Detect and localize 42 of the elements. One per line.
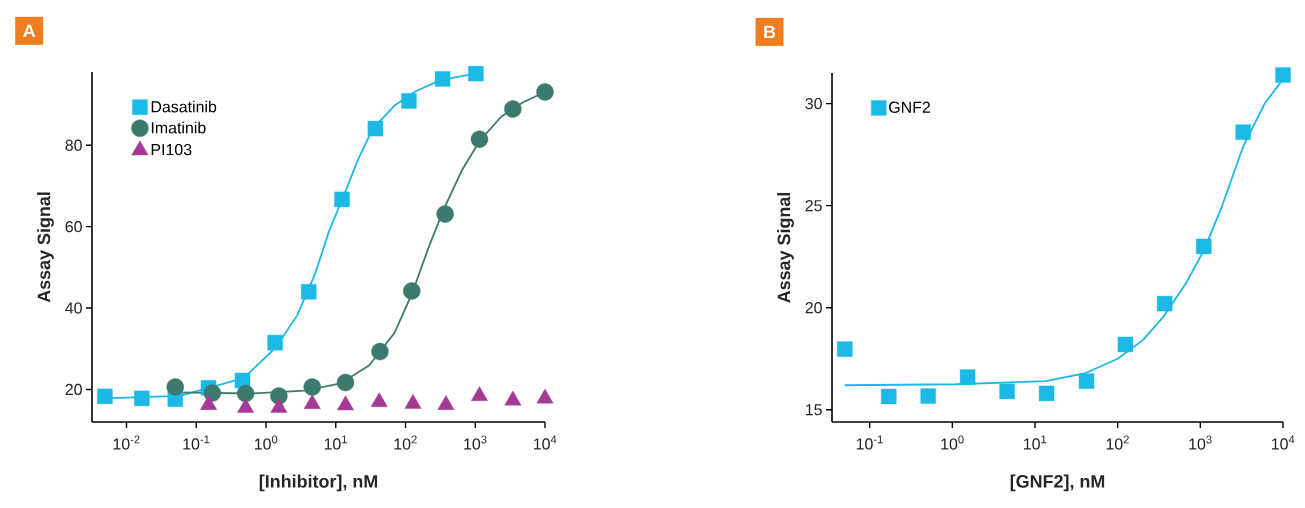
point	[1275, 67, 1291, 83]
x-tick-label: 10$^{3}$	[1189, 435, 1212, 450]
legend-label: Imatinib	[151, 121, 206, 134]
point	[1196, 238, 1212, 255]
y-tick-label: 60	[65, 221, 82, 233]
point	[1078, 373, 1095, 389]
x-tick-label: 10$^{-1}$	[183, 435, 210, 450]
legend-label: PI103	[151, 143, 192, 156]
y-tick-label: 20	[805, 302, 822, 314]
point	[959, 369, 976, 385]
point	[1038, 385, 1055, 402]
x-tick-label: 10$^{4}$	[1272, 435, 1295, 450]
y-tick-label: 25	[805, 200, 822, 212]
y-tick-label: 30	[805, 97, 822, 110]
x-tick-label: 10$^{1}$	[324, 435, 347, 450]
y-tick-label: 80	[65, 139, 82, 151]
x-tick-label: 10$^{1}$	[1024, 435, 1047, 450]
point	[920, 388, 936, 404]
chart-title: B	[764, 25, 776, 39]
x-tick-label: 10$^{3}$	[464, 435, 487, 450]
legend-label: Dasatinib	[151, 100, 217, 113]
x-axis-title: [GNF2], nM	[1010, 474, 1105, 492]
y-tick-label: 15	[806, 404, 822, 416]
x-tick-label: 10$^{0}$	[255, 435, 278, 450]
legend-label: GNF2	[889, 101, 930, 113]
x-tick-label: 10$^{-1}$	[856, 435, 883, 450]
y-axis-title: Assay Signal	[37, 192, 54, 303]
point	[881, 388, 897, 405]
x-axis-title: [Inhibitor], nM	[259, 474, 378, 492]
x-tick-label: 10$^{2}$	[394, 435, 417, 450]
y-tick-label: 40	[65, 302, 82, 314]
chart-title: A	[23, 24, 36, 37]
x-tick-label: 10$^{0}$	[941, 435, 964, 450]
x-tick-label: 10$^{-2}$	[113, 435, 140, 450]
point	[999, 383, 1015, 400]
y-tick-label: 20	[65, 383, 82, 396]
point	[1235, 124, 1251, 140]
y-axis-title: Assay Signal	[777, 192, 794, 303]
x-tick-label: 10$^{4}$	[534, 435, 557, 450]
point	[1156, 295, 1173, 312]
point	[1117, 336, 1134, 353]
x-tick-label: 10$^{2}$	[1106, 435, 1129, 450]
